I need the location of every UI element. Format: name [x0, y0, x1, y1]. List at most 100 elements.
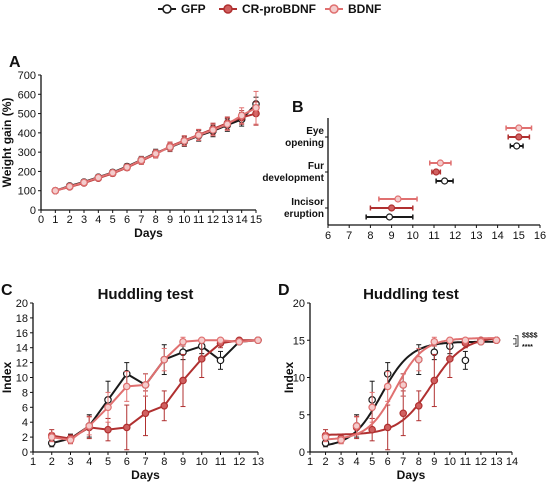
y-tick-label-c: 14: [16, 343, 28, 355]
y-tick-label-d: 20: [293, 298, 305, 310]
x-tick-label-b: 12: [449, 230, 461, 242]
data-point-bdnf-a: [166, 143, 174, 151]
panel-a: A0 1 2 3 4 5 6 7 8 9 10 11 12 13 14 1501002003004005006…: [0, 54, 262, 240]
data-point-bdnf-d: [446, 336, 454, 345]
category-label-eye-opening: Eye opening: [285, 126, 324, 149]
x-tick-label-a: 2: [67, 214, 73, 226]
x-tick-label-b: 9: [389, 230, 395, 242]
x-tick-label-c: 2: [49, 456, 55, 468]
x-tick-label-a: 13: [221, 214, 233, 226]
data-point-bdnf-a: [80, 178, 88, 187]
significance-annotation-stars: ****: [522, 344, 533, 351]
x-tick-label-d: 13: [490, 456, 502, 468]
y-tick-label-a: 300: [18, 147, 36, 159]
x-tick-label-b: 15: [513, 230, 525, 242]
data-point-bdnf-c: [179, 337, 187, 346]
significance-bracket-lower: [515, 335, 519, 347]
data-point-bdnf-d: [399, 381, 408, 389]
x-tick-label-a: 0: [38, 214, 44, 226]
y-tick-label-c: 2: [22, 432, 28, 444]
data-point-cr-probdnf-c: [122, 423, 131, 432]
data-point-gfp-b: [441, 177, 449, 185]
x-tick-label-c: 7: [142, 456, 148, 468]
x-tick-label-c: 12: [233, 456, 245, 468]
data-point-bdnf-b: [515, 124, 523, 132]
data-point-cr-probdnf-b: [388, 204, 396, 212]
x-tick-label-b: 14: [491, 230, 503, 242]
x-tick-label-d: 7: [400, 456, 406, 468]
panel-label-a: A: [9, 54, 21, 71]
x-tick-label-a: 4: [95, 214, 101, 226]
data-point-bdnf-a: [223, 120, 232, 128]
y-tick-label-a: 200: [18, 166, 36, 178]
chart-title-c: Huddling test: [98, 286, 194, 303]
x-tick-label-c: 10: [196, 456, 208, 468]
fit-curve-gfp-d: [325, 340, 497, 447]
x-tick-label-a: 5: [110, 214, 116, 226]
data-point-bdnf-a: [94, 173, 103, 182]
data-point-cr-probdnf-b: [432, 168, 440, 176]
data-point-bdnf-d: [321, 433, 330, 441]
x-tick-label-c: 8: [161, 456, 167, 468]
x-tick-label-b: 8: [367, 230, 373, 242]
x-tick-label-d: 5: [369, 456, 375, 468]
data-point-bdnf-a: [151, 149, 160, 158]
x-tick-label-c: 6: [124, 456, 130, 468]
y-tick-label-c: 12: [16, 358, 28, 370]
data-point-gfp-b: [385, 213, 394, 221]
y-tick-label-a: 600: [18, 89, 36, 101]
x-tick-label-d: 14: [506, 456, 518, 468]
x-tick-label-a: 6: [124, 214, 130, 226]
data-point-bdnf-c: [104, 403, 112, 412]
legend-marker-bdnf: [329, 4, 339, 14]
legend-marker-gfp: [162, 4, 172, 14]
significance-annotation-dollars: $$$$: [522, 332, 538, 339]
y-tick-label-c: 4: [22, 417, 28, 429]
x-tick-label-d: 2: [322, 456, 328, 468]
x-tick-label-c: 3: [67, 456, 73, 468]
category-label-fur-development: Fur development: [262, 161, 324, 184]
data-point-bdnf-d: [477, 337, 485, 346]
data-point-bdnf-a: [252, 103, 260, 112]
data-point-bdnf-c: [47, 433, 56, 441]
legend-label-cr-probdnf: CR-proBDNF: [242, 2, 316, 16]
data-point-bdnf-b: [394, 195, 402, 203]
data-point-bdnf-a: [194, 131, 203, 139]
data-point-bdnf-c: [235, 337, 244, 346]
x-tick-label-c: 11: [215, 456, 226, 468]
data-point-cr-probdnf-d: [446, 355, 454, 363]
y-tick-label-c: 16: [16, 328, 28, 340]
panel-label-c: C: [1, 282, 13, 299]
data-point-cr-probdnf-b: [515, 133, 523, 141]
data-point-bdnf-c: [122, 382, 131, 391]
data-point-bdnf-d: [414, 355, 423, 364]
fit-curve-cr-probdnf-d: [325, 337, 497, 436]
y-tick-label-d: 0: [299, 447, 305, 459]
legend-item-gfp: GFP: [158, 2, 206, 16]
data-point-gfp-b: [513, 142, 521, 150]
x-tick-label-b: 13: [470, 230, 482, 242]
data-point-bdnf-c: [197, 336, 206, 345]
data-point-cr-probdnf-d: [430, 376, 439, 385]
x-tick-label-a: 12: [207, 214, 219, 226]
y-tick-label-a: 700: [18, 70, 36, 82]
legend-label-gfp: GFP: [181, 2, 206, 16]
x-tick-label-b: 16: [534, 230, 546, 242]
x-tick-label-d: 11: [460, 456, 471, 468]
x-tick-label-a: 3: [81, 214, 87, 226]
data-point-bdnf-d: [461, 336, 470, 345]
data-point-cr-probdnf-c: [104, 425, 112, 434]
data-point-bdnf-c: [85, 422, 94, 430]
data-point-bdnf-d: [383, 382, 392, 391]
y-tick-label-c: 10: [16, 373, 28, 385]
y-tick-label-a: 100: [18, 186, 36, 198]
x-tick-label-d: 9: [431, 456, 437, 468]
x-tick-label-b: 6: [325, 230, 331, 242]
x-tick-label-a: 15: [250, 214, 262, 226]
data-point-bdnf-d: [352, 422, 361, 430]
data-point-bdnf-d: [337, 436, 345, 444]
significance-bracket-upper: [513, 338, 517, 345]
data-point-bdnf-a: [180, 137, 189, 145]
data-point-bdnf-c: [216, 336, 225, 345]
